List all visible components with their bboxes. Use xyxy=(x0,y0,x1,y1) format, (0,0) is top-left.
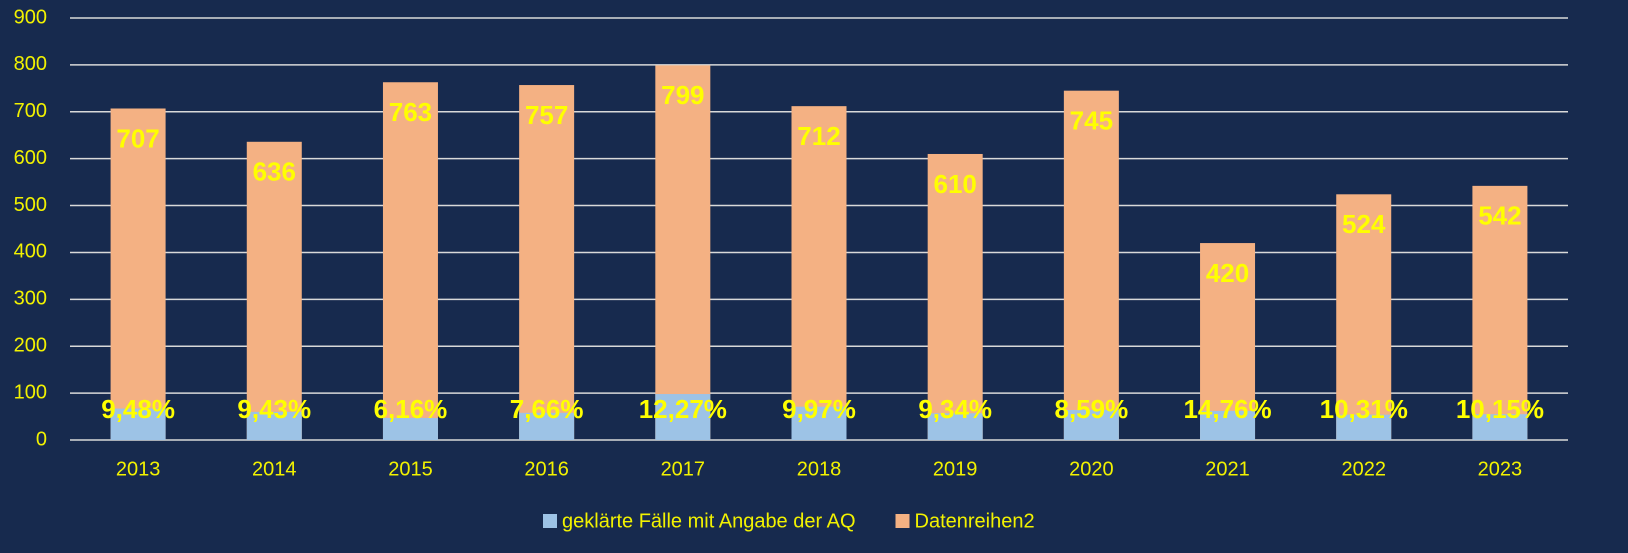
data-label: 712 xyxy=(797,121,840,151)
y-tick-label: 200 xyxy=(14,335,47,357)
x-tick-label: 2022 xyxy=(1341,458,1386,480)
data-label: 610 xyxy=(933,169,976,199)
bar xyxy=(791,106,847,440)
data-label: 9,34% xyxy=(918,394,992,424)
bar xyxy=(110,108,166,441)
y-tick-label: 800 xyxy=(14,53,47,75)
x-tick-label: 2015 xyxy=(388,458,433,480)
data-label: 7,66% xyxy=(510,394,584,424)
legend-swatch xyxy=(543,514,557,528)
y-tick-label: 100 xyxy=(14,381,47,403)
data-label: 524 xyxy=(1342,209,1386,239)
data-label: 10,15% xyxy=(1456,394,1544,424)
legend-swatch xyxy=(895,514,910,528)
data-label: 757 xyxy=(525,100,568,130)
x-tick-label: 2017 xyxy=(661,458,706,480)
data-label: 707 xyxy=(116,123,159,153)
bar xyxy=(1200,410,1256,440)
data-label: 9,97% xyxy=(782,394,856,424)
bar xyxy=(1336,414,1392,440)
data-label: 10,31% xyxy=(1320,394,1408,424)
data-label: 763 xyxy=(389,97,432,127)
bar xyxy=(655,65,711,440)
data-label: 8,59% xyxy=(1054,394,1128,424)
bar xyxy=(791,406,847,440)
bar xyxy=(246,411,302,440)
y-tick-label: 300 xyxy=(14,288,47,310)
x-tick-label: 2021 xyxy=(1205,458,1250,480)
bar xyxy=(382,417,438,440)
data-label: 420 xyxy=(1206,258,1249,288)
data-label: 14,76% xyxy=(1183,394,1271,424)
x-tick-label: 2023 xyxy=(1478,458,1523,480)
y-tick-label: 400 xyxy=(14,241,47,263)
legend-label: Datenreihen2 xyxy=(915,510,1035,532)
data-label: 542 xyxy=(1478,201,1521,231)
bar xyxy=(927,153,983,440)
x-tick-label: 2018 xyxy=(797,458,842,480)
bar xyxy=(382,82,438,440)
legend-label: geklärte Fälle mit Angabe der AQ xyxy=(562,510,856,532)
bar xyxy=(1472,414,1528,440)
data-label: 799 xyxy=(661,80,704,110)
x-tick-label: 2014 xyxy=(252,458,297,480)
bar xyxy=(519,85,575,440)
bar xyxy=(1472,185,1528,440)
bar xyxy=(519,412,575,440)
x-tick-label: 2020 xyxy=(1069,458,1114,480)
data-label: 12,27% xyxy=(639,394,727,424)
bar xyxy=(655,394,711,440)
y-tick-label: 0 xyxy=(36,428,47,450)
y-tick-label: 600 xyxy=(14,147,47,169)
x-tick-label: 2013 xyxy=(116,458,161,480)
x-tick-label: 2019 xyxy=(933,458,978,480)
y-tick-label: 900 xyxy=(14,6,47,28)
x-tick-label: 2016 xyxy=(524,458,569,480)
bar xyxy=(1200,243,1256,440)
data-label: 745 xyxy=(1070,106,1113,136)
data-label: 636 xyxy=(253,157,296,187)
data-label: 9,43% xyxy=(237,394,311,424)
bar xyxy=(110,408,166,440)
y-tick-label: 500 xyxy=(14,194,47,216)
bar xyxy=(1063,409,1119,440)
y-tick-label: 700 xyxy=(14,100,47,122)
data-label: 9,48% xyxy=(101,394,175,424)
bar xyxy=(1336,194,1392,440)
bar xyxy=(927,413,983,440)
bar xyxy=(246,141,302,440)
bar xyxy=(1063,90,1119,440)
data-label: 6,16% xyxy=(374,394,448,424)
